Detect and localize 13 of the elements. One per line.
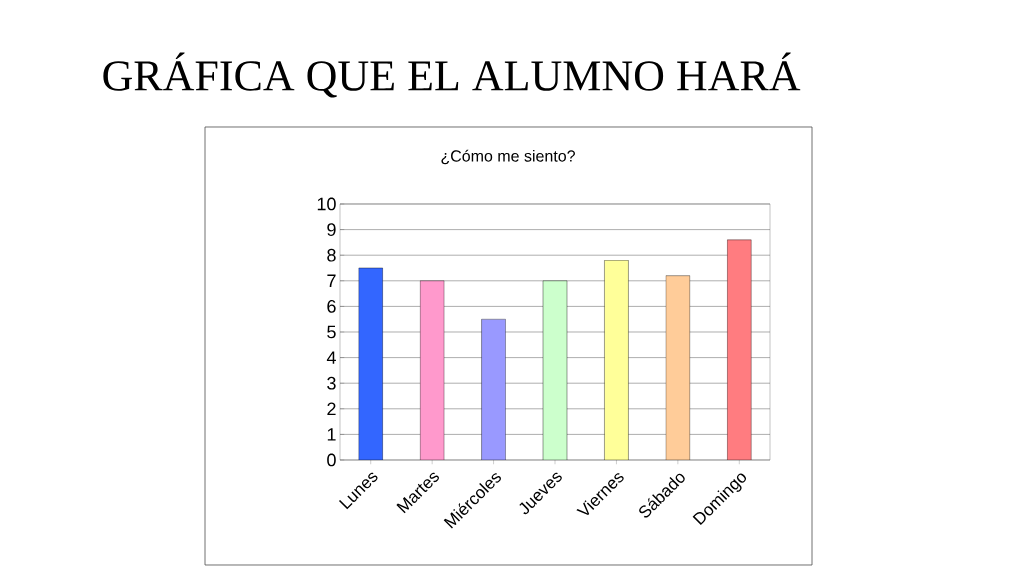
y-tick-label: 1 — [327, 428, 336, 441]
y-tick-label: 5 — [327, 325, 336, 339]
y-tick-label: 9 — [327, 223, 336, 236]
y-tick-label: 8 — [327, 248, 336, 262]
chart-title: GRÁFICA QUE EL ALUMNO HARÁ — [103, 52, 801, 98]
y-tick-label: 4 — [326, 351, 336, 364]
y-tick-label: 3 — [327, 376, 336, 390]
y-tick-label: 10 — [317, 197, 336, 211]
y-tick-label: 2 — [327, 402, 336, 416]
y-tick-label: 6 — [327, 300, 336, 313]
y-tick-label: 0 — [327, 453, 336, 467]
chart-subtitle: ¿Cómo me siento? — [441, 149, 575, 165]
y-tick-label: 7 — [327, 274, 336, 287]
